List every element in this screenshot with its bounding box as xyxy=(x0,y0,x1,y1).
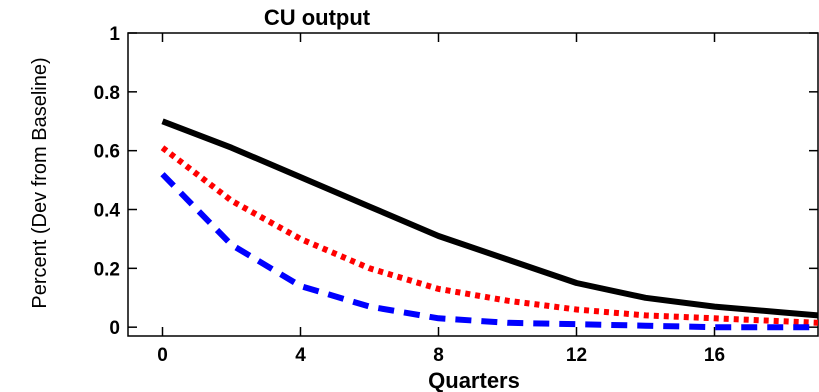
x-tick-label: 16 xyxy=(704,345,725,366)
series-line-3 xyxy=(160,172,818,331)
plot-frame xyxy=(127,32,819,337)
x-tick-label: 12 xyxy=(566,345,587,366)
chart-title: CU output xyxy=(264,5,371,30)
y-axis-label: Percent (Dev from Baseline) xyxy=(29,57,51,308)
y-tick-label: 0.2 xyxy=(94,259,120,280)
x-axis: 0 4 8 12 16 xyxy=(157,33,725,366)
y-axis: 0 0.2 0.4 0.6 0.8 1 xyxy=(94,24,818,339)
y-tick-label: 1 xyxy=(109,24,120,45)
plot-area xyxy=(127,32,819,337)
y-tick-label: 0.6 xyxy=(94,142,120,163)
series-layer xyxy=(160,118,818,331)
x-axis-label: Quarters xyxy=(428,368,520,392)
series-line-2 xyxy=(160,145,818,326)
y-tick-label: 0.4 xyxy=(94,201,121,222)
x-tick-label: 4 xyxy=(295,345,306,366)
x-tick-label: 8 xyxy=(433,345,444,366)
y-tick-label: 0.8 xyxy=(94,83,120,104)
y-tick-label: 0 xyxy=(109,318,120,339)
x-tick-label: 0 xyxy=(157,345,168,366)
series-line-1 xyxy=(161,118,818,319)
